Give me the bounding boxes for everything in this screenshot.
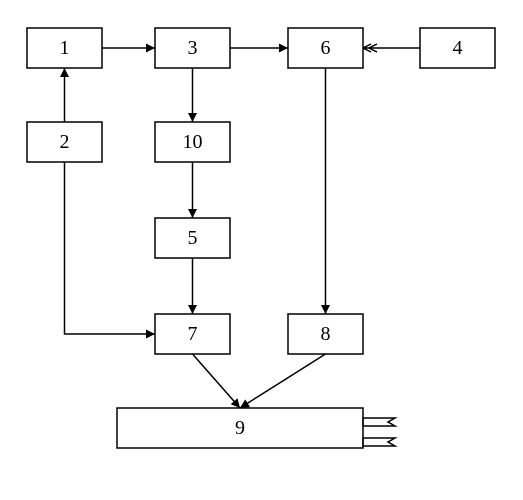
node-n8: 8 — [288, 314, 363, 354]
node-n3: 3 — [155, 28, 230, 68]
node-n7-label: 7 — [188, 323, 198, 345]
node-n2-label: 2 — [60, 131, 70, 153]
node-n10-label: 10 — [183, 131, 203, 153]
node-n9: 9 — [117, 408, 363, 448]
node-n5-label: 5 — [188, 227, 198, 249]
node-n4: 4 — [420, 28, 495, 68]
flowchart-canvas: 1 3 6 4 2 10 5 7 8 9 — [0, 0, 523, 500]
node-n1-label: 1 — [60, 37, 70, 59]
node-n6-label: 6 — [321, 37, 331, 59]
node-n1: 1 — [27, 28, 102, 68]
node-n5: 5 — [155, 218, 230, 258]
node-n8-label: 8 — [321, 323, 331, 345]
node-n4-label: 4 — [453, 37, 463, 59]
edge-n2-n7 — [65, 162, 156, 334]
node-n9-label: 9 — [235, 417, 245, 439]
node-n3-label: 3 — [188, 37, 198, 59]
edge-n7-n9 — [193, 354, 241, 408]
node-n2: 2 — [27, 122, 102, 162]
edge-n8-n9 — [240, 354, 326, 408]
node-n7: 7 — [155, 314, 230, 354]
node-n6: 6 — [288, 28, 363, 68]
output-connector-2 — [363, 438, 395, 446]
node-n10: 10 — [155, 122, 230, 162]
output-connector-1 — [363, 418, 395, 426]
